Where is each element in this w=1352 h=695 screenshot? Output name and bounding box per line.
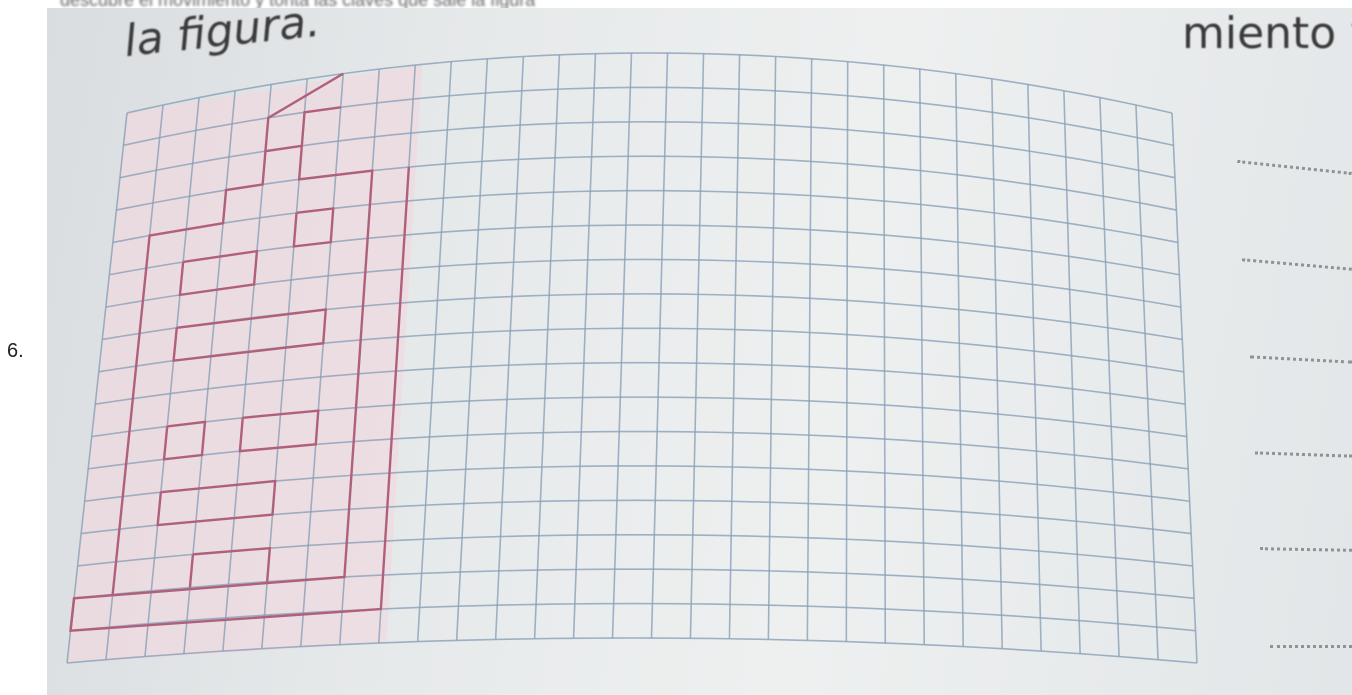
- grid-vertical-line: [767, 56, 777, 640]
- grid-horizontal-line: [109, 224, 1180, 276]
- grid-vertical-line: [416, 61, 453, 642]
- figure-segment: [69, 166, 411, 632]
- grid-horizontal-line: [116, 155, 1177, 211]
- grid-horizontal-line: [73, 568, 1195, 600]
- grid-horizontal-line: [66, 637, 1198, 664]
- grid-vertical-line: [954, 73, 965, 647]
- grid-vertical-line: [1171, 112, 1198, 664]
- grid-vertical-line: [728, 54, 741, 639]
- grid-vertical-line: [533, 54, 561, 639]
- figure-segment: [192, 546, 272, 582]
- grid-vertical-line: [882, 65, 887, 644]
- grid-vertical-line: [1099, 97, 1120, 657]
- figure-segment: [162, 420, 207, 461]
- grid-vertical-line: [494, 56, 525, 640]
- exercise-number: 6.: [7, 340, 24, 362]
- grid-paper: [66, 52, 1198, 664]
- figure-segment: [238, 409, 320, 453]
- grid-vertical-line: [144, 97, 200, 657]
- figure-segment: [188, 554, 195, 588]
- grid-horizontal-line: [95, 361, 1186, 405]
- grid-horizontal-line: [70, 602, 1196, 632]
- grid-vertical-line: [1063, 90, 1081, 654]
- grid-vertical-line: [918, 69, 926, 645]
- grid-horizontal-line: [126, 52, 1173, 114]
- grid-vertical-line: [1135, 104, 1159, 660]
- worksheet-photo: la figura. miento y: [47, 8, 1352, 695]
- figure-segment: [111, 106, 341, 595]
- grid-vertical-line: [455, 58, 489, 641]
- grid-horizontal-line: [123, 86, 1174, 147]
- grid-vertical-line: [611, 53, 633, 639]
- figure-segment: [156, 479, 277, 527]
- top-cut-text: descubre el movimiento y tonta las clave…: [60, 0, 536, 10]
- grid-vertical-line: [66, 112, 128, 664]
- grid-vertical-line: [689, 53, 705, 639]
- grid-vertical-line: [806, 58, 813, 641]
- grid-vertical-line: [572, 53, 597, 639]
- figure-segment: [264, 72, 344, 152]
- figure-segment: [172, 308, 328, 363]
- grid-vertical-line: [650, 53, 669, 639]
- grid-vertical-line: [299, 73, 345, 647]
- figure-segment: [178, 249, 259, 297]
- grid-vertical-line: [845, 61, 849, 642]
- grid-vertical-line: [991, 78, 1003, 649]
- figure-segment: [292, 207, 335, 248]
- heading-right-text: miento y: [1182, 8, 1352, 59]
- grid-vertical-line: [1027, 84, 1042, 652]
- answer-line-6: [1270, 645, 1352, 648]
- grid-horizontal-line: [105, 258, 1181, 308]
- figure-outline: [69, 72, 411, 632]
- grid-horizontal-line: [112, 189, 1179, 244]
